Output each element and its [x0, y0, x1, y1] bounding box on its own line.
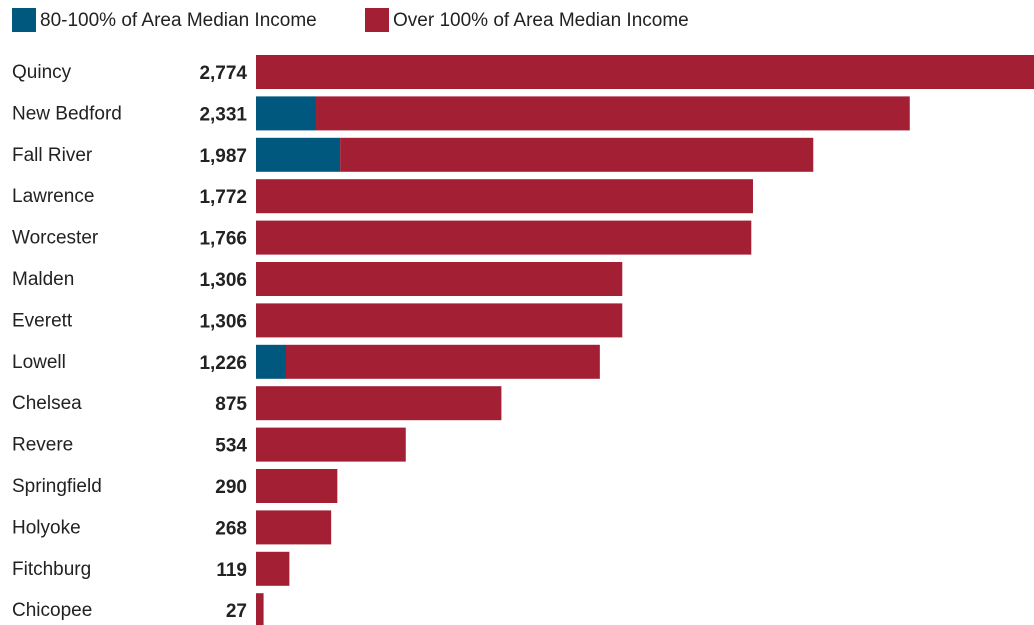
total-label: 1,772 — [199, 187, 247, 208]
category-label: Chelsea — [12, 393, 82, 414]
bar-segment — [286, 344, 600, 379]
total-label: 534 — [215, 436, 247, 457]
legend-label: Over 100% of Area Median Income — [393, 10, 689, 31]
legend-label: 80-100% of Area Median Income — [40, 10, 317, 31]
total-label: 27 — [226, 601, 247, 622]
bar-segment — [256, 510, 332, 545]
category-label: Malden — [12, 269, 74, 290]
bar-segment — [256, 220, 752, 255]
bar-segment — [256, 137, 341, 172]
total-label: 119 — [216, 560, 247, 581]
category-label: Lowell — [12, 352, 66, 373]
bar-segment — [256, 344, 287, 379]
total-label: 2,774 — [199, 63, 247, 84]
total-label: 1,987 — [199, 146, 247, 167]
category-label: Fitchburg — [12, 559, 91, 580]
bar-segment — [316, 96, 910, 131]
total-label: 290 — [215, 477, 247, 498]
category-label: New Bedford — [12, 103, 122, 124]
category-label: Quincy — [12, 62, 72, 83]
total-label: 2,331 — [199, 104, 247, 125]
bar-segment — [256, 179, 753, 214]
bar-segment — [256, 551, 290, 586]
bar-segment — [256, 593, 264, 625]
category-label: Worcester — [12, 228, 99, 249]
bar-segment — [256, 55, 1034, 89]
bar-segment — [340, 137, 814, 172]
category-label: Springfield — [12, 476, 102, 497]
bar-segment — [256, 96, 317, 131]
category-label: Holyoke — [12, 517, 81, 538]
category-label: Chicopee — [12, 600, 92, 621]
bar-segment — [256, 427, 406, 462]
total-label: 875 — [215, 394, 247, 415]
total-label: 268 — [215, 518, 247, 539]
category-label: Everett — [12, 310, 73, 331]
bar-segment — [256, 386, 502, 421]
category-label: Revere — [12, 435, 73, 456]
total-label: 1,766 — [199, 229, 247, 250]
bar-segment — [256, 469, 338, 503]
legend-swatch — [365, 8, 389, 32]
bar-segment — [256, 303, 623, 338]
total-label: 1,306 — [199, 270, 247, 291]
total-label: 1,306 — [199, 311, 247, 332]
category-label: Fall River — [12, 145, 93, 166]
category-label: Lawrence — [12, 186, 94, 207]
total-label: 1,226 — [199, 353, 247, 374]
legend-swatch — [12, 8, 36, 32]
bar-segment — [256, 262, 623, 296]
